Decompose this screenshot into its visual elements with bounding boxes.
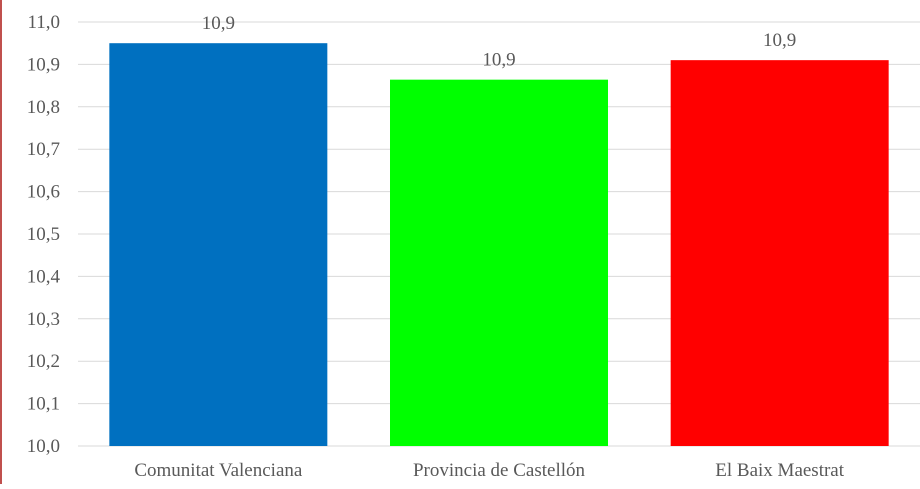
category-label: Provincia de Castellón [413, 460, 586, 481]
category-label: El Baix Maestrat [715, 460, 844, 481]
bars [109, 43, 889, 446]
frame-left-border [0, 0, 2, 484]
y-axis-tick-labels: 10,0 10,1 10,2 10,3 10,4 10,5 10,6 10,7 10,8 10,9… [27, 12, 61, 457]
y-tick-label: 10,2 [27, 351, 60, 372]
x-axis-category-labels: Comunitat Valenciana Provincia de Castell… [134, 460, 844, 481]
data-labels: 10,9 10,9 10,9 [202, 13, 797, 70]
y-tick-label: 11,0 [27, 12, 60, 33]
data-label: 10,9 [482, 50, 515, 71]
y-tick-label: 10,5 [27, 224, 60, 245]
data-label: 10,9 [763, 30, 796, 51]
y-tick-label: 10,8 [27, 97, 60, 118]
y-tick-label: 10,9 [27, 54, 60, 75]
bar [670, 60, 889, 446]
bar [390, 79, 608, 446]
y-tick-label: 10,0 [27, 436, 60, 457]
category-label: Comunitat Valenciana [134, 460, 303, 481]
bar [109, 43, 328, 446]
y-tick-label: 10,3 [27, 309, 60, 330]
y-tick-label: 10,6 [27, 182, 60, 203]
y-tick-label: 10,1 [27, 394, 60, 415]
data-label: 10,9 [202, 13, 235, 34]
y-tick-label: 10,7 [27, 139, 60, 160]
y-tick-label: 10,4 [27, 266, 61, 287]
